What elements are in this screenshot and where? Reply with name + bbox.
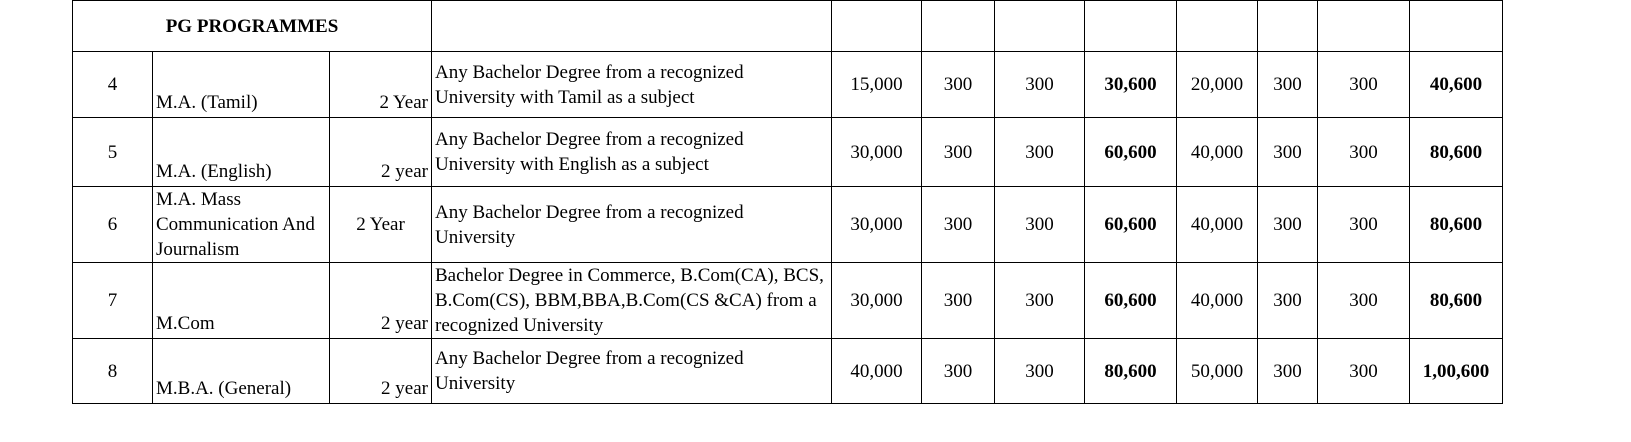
course-name: M.A. (English) bbox=[152, 117, 330, 187]
course-name: M.A. (Tamil) bbox=[152, 51, 330, 118]
total-year-2: 80,600 bbox=[1409, 262, 1503, 339]
fee-4: 20,000 bbox=[1176, 51, 1258, 118]
fee-4: 40,000 bbox=[1176, 262, 1258, 339]
fee-6: 300 bbox=[1317, 186, 1410, 263]
total-year-1: 60,600 bbox=[1084, 262, 1177, 339]
fee-1: 30,000 bbox=[831, 186, 922, 263]
fee-2: 300 bbox=[921, 186, 995, 263]
fee-5: 300 bbox=[1257, 186, 1318, 263]
fee-6: 300 bbox=[1317, 262, 1410, 339]
fee-3: 300 bbox=[994, 186, 1085, 263]
row-number: 8 bbox=[72, 338, 153, 404]
duration: 2 year bbox=[329, 262, 432, 339]
row-number: 4 bbox=[72, 51, 153, 118]
course-name: M.B.A. (General) bbox=[152, 338, 330, 404]
fee-6: 300 bbox=[1317, 117, 1410, 187]
course-name: M.A. Mass Communication And Journalism bbox=[152, 186, 330, 263]
fee-5: 300 bbox=[1257, 51, 1318, 118]
fee-5: 300 bbox=[1257, 117, 1318, 187]
fee-1: 40,000 bbox=[831, 338, 922, 404]
fee-5: 300 bbox=[1257, 338, 1318, 404]
duration: 2 Year bbox=[329, 186, 432, 263]
fee-3: 300 bbox=[994, 262, 1085, 339]
fee-2: 300 bbox=[921, 117, 995, 187]
fee-3: 300 bbox=[994, 51, 1085, 118]
total-year-2: 80,600 bbox=[1409, 117, 1503, 187]
fee-6: 300 bbox=[1317, 338, 1410, 404]
fee-1: 30,000 bbox=[831, 117, 922, 187]
total-year-1: 60,600 bbox=[1084, 117, 1177, 187]
fee-3: 300 bbox=[994, 117, 1085, 187]
fee-5: 300 bbox=[1257, 262, 1318, 339]
eligibility: Bachelor Degree in Commerce, B.Com(CA), … bbox=[431, 262, 832, 339]
fee-1: 15,000 bbox=[831, 51, 922, 118]
fee-3: 300 bbox=[994, 338, 1085, 404]
eligibility: Any Bachelor Degree from a recognized Un… bbox=[431, 338, 832, 404]
fee-1: 30,000 bbox=[831, 262, 922, 339]
fee-2: 300 bbox=[921, 338, 995, 404]
total-year-1: 80,600 bbox=[1084, 338, 1177, 404]
table-row: 8 M.B.A. (General) 2 year Any Bachelor Degr… bbox=[72, 338, 1503, 404]
duration: 2 Year bbox=[329, 51, 432, 118]
row-number: 7 bbox=[72, 262, 153, 339]
total-year-2: 80,600 bbox=[1409, 186, 1503, 263]
fee-4: 50,000 bbox=[1176, 338, 1258, 404]
section-title: PG PROGRAMMES bbox=[72, 0, 432, 52]
fee-table: PG PROGRAMMES 4 M.A. (Tamil) 2 Year Any Bac… bbox=[72, 0, 1503, 404]
fee-6: 300 bbox=[1317, 51, 1410, 118]
fee-4: 40,000 bbox=[1176, 117, 1258, 187]
eligibility: Any Bachelor Degree from a recognized Un… bbox=[431, 117, 832, 187]
duration: 2 year bbox=[329, 338, 432, 404]
total-year-1: 60,600 bbox=[1084, 186, 1177, 263]
total-year-2: 40,600 bbox=[1409, 51, 1503, 118]
duration: 2 year bbox=[329, 117, 432, 187]
eligibility: Any Bachelor Degree from a recognized Un… bbox=[431, 186, 832, 263]
table-row: 7 M.Com 2 year Bachelor Degree in Commerce,… bbox=[72, 262, 1503, 339]
fee-4: 40,000 bbox=[1176, 186, 1258, 263]
total-year-2: 1,00,600 bbox=[1409, 338, 1503, 404]
table-row: 5 M.A. (English) 2 year Any Bachelor Degree… bbox=[72, 117, 1503, 187]
table-row: 6 M.A. Mass Communication And Journalism 2… bbox=[72, 186, 1503, 263]
total-year-1: 30,600 bbox=[1084, 51, 1177, 118]
eligibility: Any Bachelor Degree from a recognized Un… bbox=[431, 51, 832, 118]
fee-2: 300 bbox=[921, 262, 995, 339]
row-number: 5 bbox=[72, 117, 153, 187]
row-number: 6 bbox=[72, 186, 153, 263]
table-row: 4 M.A. (Tamil) 2 Year Any Bachelor Degree f… bbox=[72, 51, 1503, 118]
course-name: M.Com bbox=[152, 262, 330, 339]
section-header-row: PG PROGRAMMES bbox=[72, 0, 1503, 52]
fee-2: 300 bbox=[921, 51, 995, 118]
